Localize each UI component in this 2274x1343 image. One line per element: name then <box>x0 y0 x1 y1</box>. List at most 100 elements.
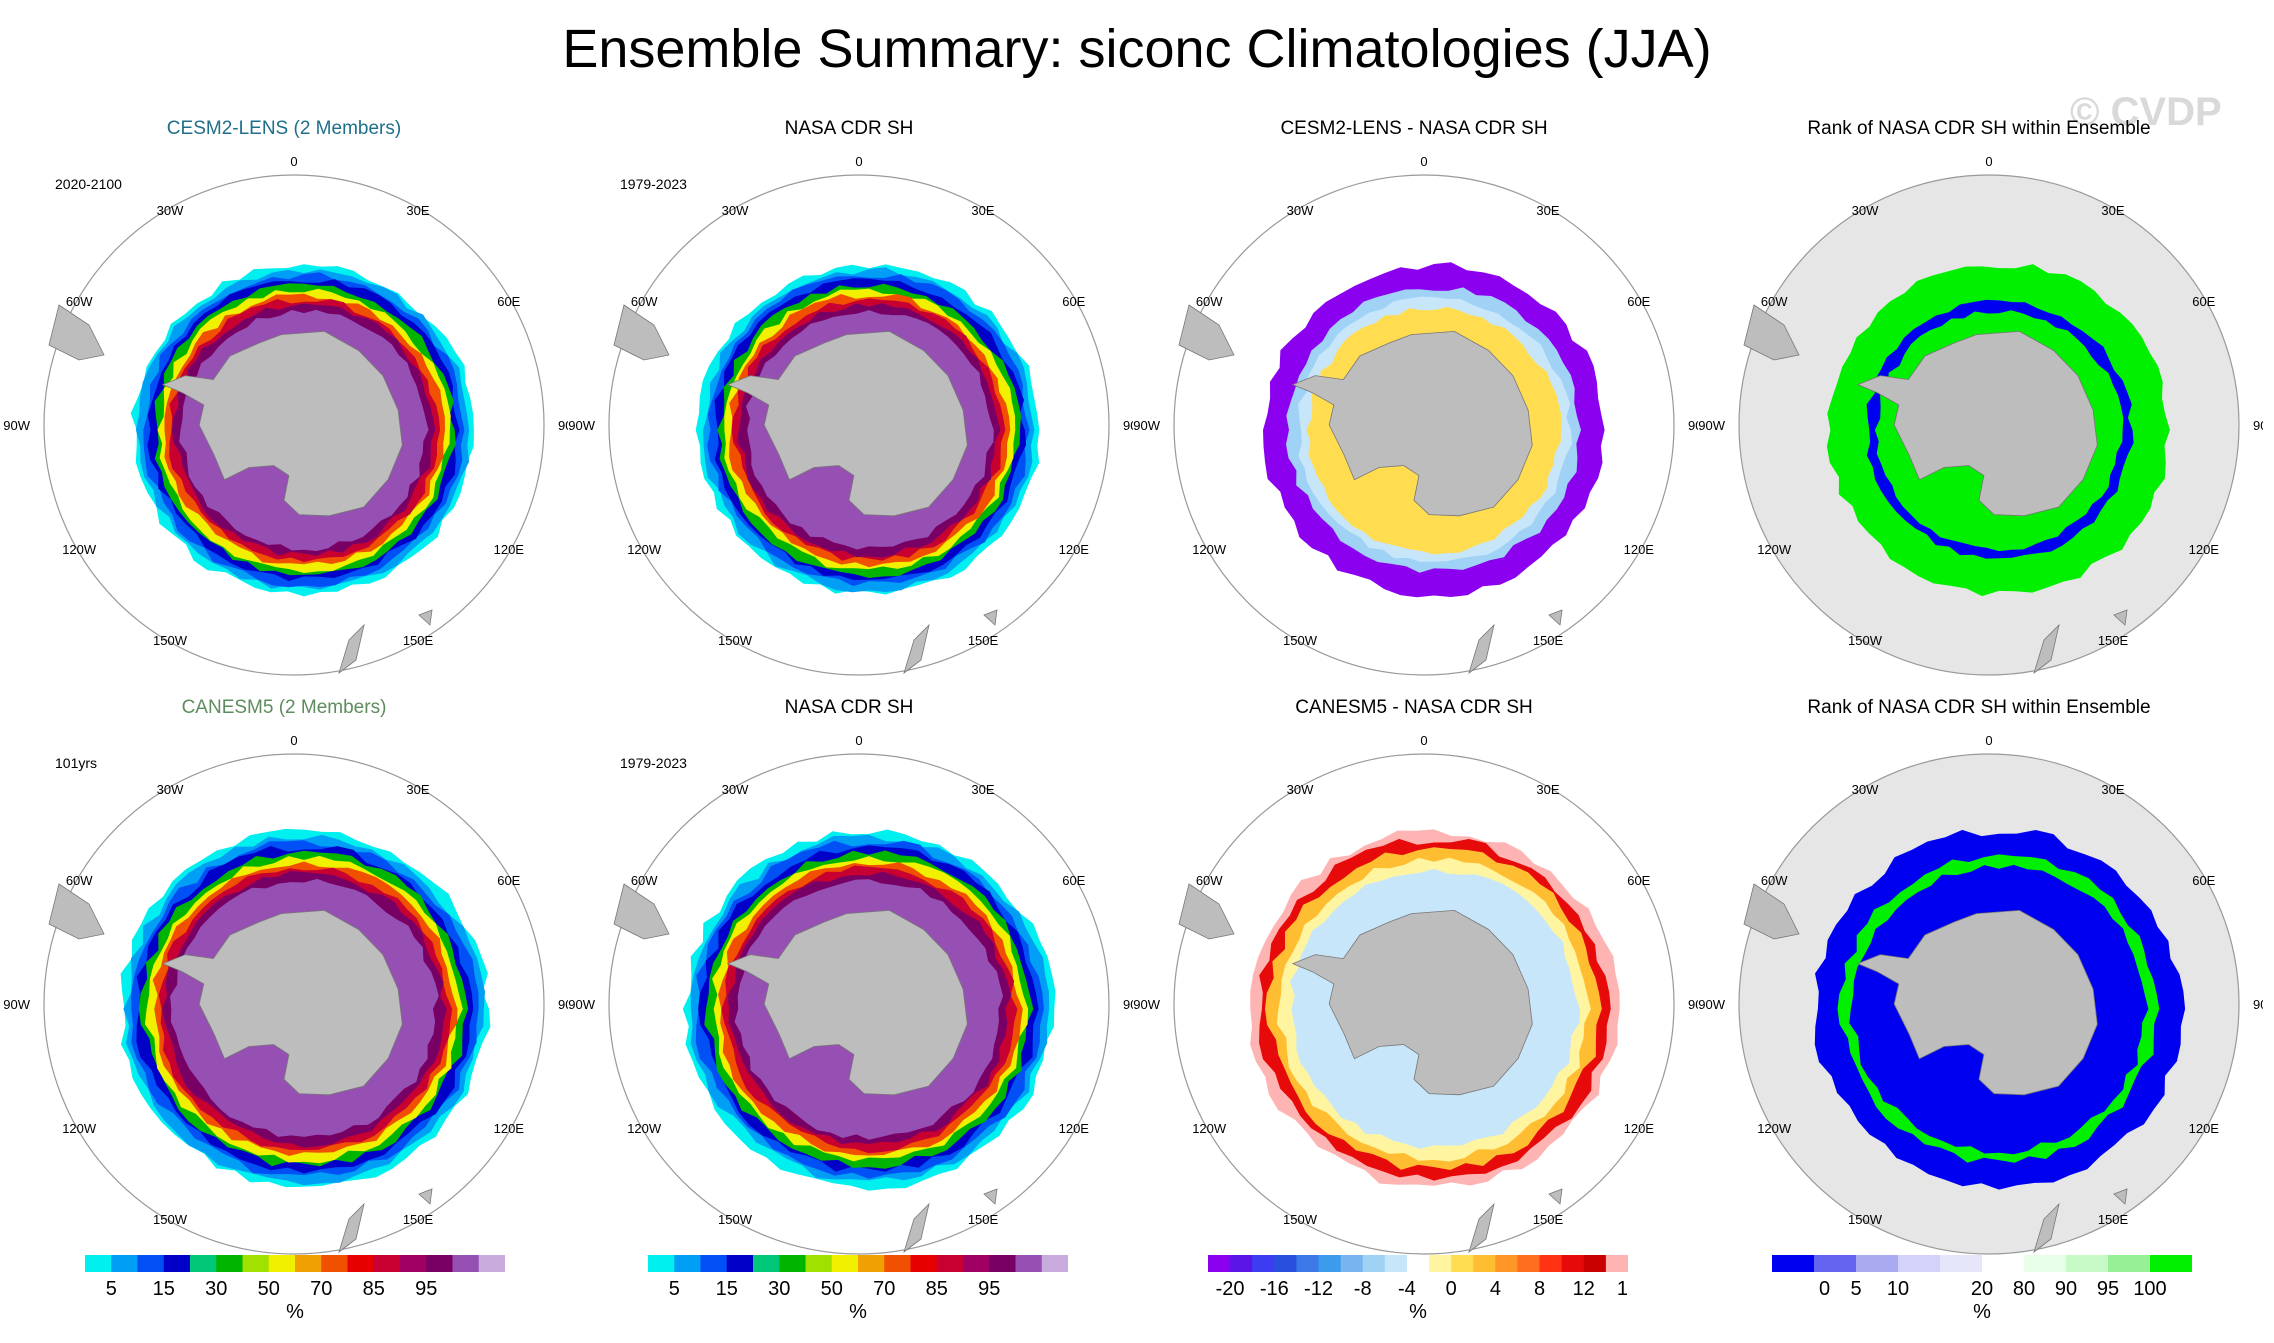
lon-label: 30E <box>971 203 994 218</box>
lon-label: 150W <box>153 1212 188 1227</box>
colorbar-swatch <box>884 1255 911 1272</box>
colorbar-tick-label: 50 <box>821 1278 843 1300</box>
colorbar-swatch <box>163 1255 191 1272</box>
colorbar-swatch <box>1340 1255 1364 1272</box>
lon-label: 150E <box>1533 1212 1564 1227</box>
map-panel: CANESM5 - NASA CDR SH 0 30E 60E 90E 120E 150E 1… <box>1130 697 1698 1264</box>
colorbar-tick-label: 15 <box>716 1278 738 1300</box>
polar-map: 030E60E90E120E150E180150W120W90W60W30W <box>1698 733 2263 1264</box>
lon-label: 150E <box>2098 633 2129 648</box>
lon-label: 120W <box>1757 542 1792 557</box>
map-panel: CESM2-LENS - NASA CDR SH 0 30E 60E 90E 120E 15… <box>1130 118 1698 685</box>
colorbar-unit: % <box>286 1301 304 1323</box>
lon-label: 60W <box>66 294 93 309</box>
antarctica-land <box>1856 330 2098 517</box>
colorbar-swatch <box>216 1255 243 1272</box>
lon-label: 150E <box>968 633 999 648</box>
south-america-land <box>613 883 670 940</box>
colorbar-swatch <box>426 1255 453 1272</box>
colorbar-container: -20-16-12-8-4048121620% <box>1208 1255 1683 1330</box>
lon-label: 90E <box>1688 997 1698 1012</box>
colorbar-swatch <box>85 1255 112 1272</box>
colorbar-swatch <box>726 1255 754 1272</box>
lon-label: 0 <box>855 733 862 748</box>
colorbar-swatch <box>1208 1255 1231 1272</box>
lon-label: 60W <box>1196 873 1223 888</box>
colorbar-unit: % <box>1973 1301 1991 1323</box>
colorbar-swatch <box>137 1255 165 1272</box>
lon-label: 0 <box>1420 154 1427 169</box>
lon-label: 60W <box>1196 294 1223 309</box>
lon-label: 90E <box>1688 418 1698 433</box>
lon-label: 90W <box>1133 997 1160 1012</box>
polar-map: 030E60E90E120E150E180150W120W90W60W30W <box>1698 154 2263 685</box>
colorbar-tick-label: 8 <box>1534 1278 1545 1300</box>
colorbar-tick-label: 0 <box>1446 1278 1457 1300</box>
colorbar-tick-label: 30 <box>768 1278 790 1300</box>
tasmania-land <box>983 1188 998 1205</box>
colorbar-unit: % <box>849 1301 867 1323</box>
lon-label: 150W <box>153 633 188 648</box>
lon-label: 90E <box>558 997 568 1012</box>
new-zealand-land <box>338 1202 365 1254</box>
lon-label: 120W <box>627 542 662 557</box>
colorbar-tick-label: 20 <box>1971 1278 1993 1300</box>
lon-label: 90E <box>1123 418 1133 433</box>
lon-label: 150E <box>968 1212 999 1227</box>
tasmania-land <box>418 609 433 626</box>
colorbar-swatch <box>242 1255 270 1272</box>
lon-label: 120E <box>1624 1121 1655 1136</box>
lon-label: 150W <box>1848 633 1883 648</box>
colorbar-swatch <box>1539 1255 1563 1272</box>
colorbar-tick-label: -12 <box>1304 1278 1333 1300</box>
lon-label: 90W <box>1133 418 1160 433</box>
colorbar-swatch <box>1274 1255 1297 1272</box>
lon-label: 0 <box>290 733 297 748</box>
lon-label: 60E <box>1627 294 1650 309</box>
south-america-land <box>1178 883 1235 940</box>
lon-label: 30W <box>157 782 184 797</box>
colorbar-swatch <box>1982 1255 2025 1272</box>
colorbar-swatch <box>2150 1255 2193 1272</box>
colorbar-tick-label: 4 <box>1490 1278 1501 1300</box>
antarctica-land <box>161 330 403 517</box>
lon-label: 90E <box>2253 997 2263 1012</box>
panel-title: CANESM5 - NASA CDR SH <box>1295 697 1533 718</box>
polar-map: 030E60E90E120E150E180150W120W90W60W30W <box>1133 733 1698 1264</box>
map-panel: CESM2-LENS (2 Members) 2020-2100 0 30E 60E 90… <box>0 118 568 685</box>
period-label: 2020-2100 <box>55 176 122 192</box>
lon-label: 120W <box>1192 542 1227 557</box>
lon-label: 30E <box>1536 782 1559 797</box>
colorbar-swatch <box>2066 1255 2109 1272</box>
lon-label: 150E <box>2098 1212 2129 1227</box>
south-america-land <box>48 883 105 940</box>
antarctica-land <box>161 909 403 1096</box>
panel-title: NASA CDR SH <box>784 118 914 139</box>
colorbar-swatch <box>674 1255 701 1272</box>
colorbar: 5 15 30 50 70 85 95% <box>648 1255 1069 1323</box>
period-label: 1979-2023 <box>620 176 687 192</box>
lon-label: 180 <box>1978 682 2000 685</box>
colorbar-swatch <box>1230 1255 1253 1272</box>
lon-label: 180 <box>1413 682 1435 685</box>
south-america-land <box>1743 883 1800 940</box>
lon-label: 90W <box>568 997 595 1012</box>
colorbar-tick-label: 90 <box>2055 1278 2077 1300</box>
colorbar-swatch <box>1041 1255 1069 1272</box>
colorbar-tick-label: 10 <box>1887 1278 1909 1300</box>
colorbar-swatch <box>831 1255 859 1272</box>
colorbar-swatch <box>700 1255 728 1272</box>
lon-label: 30E <box>971 782 994 797</box>
lon-label: 0 <box>1985 154 1992 169</box>
colorbar-tick-label: 70 <box>873 1278 895 1300</box>
lon-label: 0 <box>290 154 297 169</box>
colorbar-swatch <box>1451 1255 1474 1272</box>
colorbar-swatch <box>2024 1255 2067 1272</box>
new-zealand-land <box>903 1202 930 1254</box>
colorbar-swatch <box>1772 1255 1815 1272</box>
map-panel: Rank of NASA CDR SH within Ensemble 0 30E 6… <box>1695 697 2263 1264</box>
colorbar-swatch <box>1473 1255 1496 1272</box>
lon-label: 0 <box>1420 733 1427 748</box>
colorbar-container: 0 5 10 20 80 90 95 100% <box>1772 1255 2193 1330</box>
lon-label: 0 <box>855 154 862 169</box>
